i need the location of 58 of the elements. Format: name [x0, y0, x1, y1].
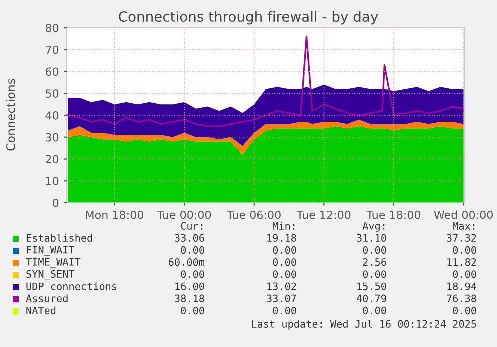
- line-series: [67, 36, 465, 128]
- legend-label: SYN_SENT: [26, 270, 75, 280]
- text: 0.00: [453, 246, 476, 254]
- text: 0.00: [363, 306, 386, 315]
- y-tick-label: 40: [46, 111, 59, 120]
- text: 19.18: [268, 234, 296, 242]
- text: 2.56: [363, 258, 386, 266]
- legend-label: TIME_WAIT: [26, 258, 81, 268]
- text: 0.00: [363, 270, 386, 278]
- text: 16.00: [176, 282, 204, 290]
- legend-label: UDP connections: [26, 282, 117, 290]
- text: 11.82: [448, 258, 476, 266]
- text: 13.02: [268, 282, 296, 290]
- legend-label: FIN_WAIT: [27, 246, 75, 256]
- y-tick-label: 30: [46, 133, 59, 142]
- text: 33.06: [175, 234, 204, 242]
- x-tick-label: Tue 00:00: [157, 210, 212, 220]
- text: 0.00: [453, 270, 476, 278]
- y-tick-label: 20: [46, 155, 59, 164]
- legend-label: NATed: [26, 306, 56, 315]
- text: 0.00: [273, 270, 296, 278]
- y-tick-label: 0: [53, 198, 59, 208]
- text: 37.32: [447, 234, 476, 242]
- x-tick-label: Tue 18:00: [366, 210, 421, 220]
- text: 0.00: [363, 246, 386, 254]
- text: Min:: [273, 222, 295, 230]
- y-tick-label: 60: [46, 68, 59, 76]
- text: 18.94: [448, 282, 477, 290]
- legend-label: Established: [26, 234, 92, 242]
- text: 31.10: [357, 234, 386, 242]
- y-axis-title: Connections: [6, 79, 16, 151]
- text: Max:: [453, 222, 475, 230]
- text: 40.79: [356, 294, 386, 302]
- y-tick-label: 50: [46, 90, 59, 98]
- text: 0.00: [273, 246, 296, 254]
- text: 60.00m: [169, 258, 205, 266]
- text: 0.00: [181, 246, 204, 254]
- text: Last update: Wed Jul 16 00:12:24 2025: [252, 320, 476, 330]
- y-tick-label: 70: [46, 46, 59, 54]
- text: 15.50: [358, 282, 386, 290]
- x-tick-label: Wed 00:00: [434, 210, 493, 220]
- text: 0.00: [273, 306, 296, 315]
- text: 33.07: [267, 294, 296, 302]
- x-tick-label: Tue 12:00: [296, 210, 351, 220]
- text: Avg:: [362, 222, 385, 232]
- text: 38.18: [175, 294, 204, 302]
- legend-label: Assured: [26, 294, 68, 302]
- text: 0.00: [181, 306, 204, 315]
- x-tick-label: Mon 18:00: [86, 210, 144, 220]
- text: 76.38: [447, 294, 476, 302]
- y-tick-label: 80: [46, 24, 59, 32]
- text: 0.00: [273, 258, 296, 266]
- text: 0.00: [181, 270, 204, 278]
- chart-title: Connections through firewall - by day: [119, 11, 378, 25]
- x-tick-label: Tue 06:00: [227, 210, 281, 220]
- text: 0.00: [453, 306, 476, 315]
- y-tick-label: 10: [46, 177, 59, 186]
- text: Cur:: [181, 222, 203, 230]
